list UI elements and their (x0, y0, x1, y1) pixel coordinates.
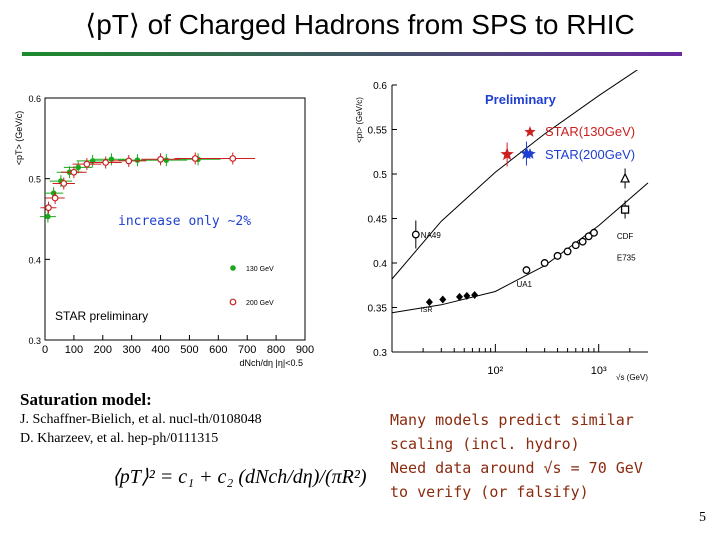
reference-2: D. Kharzeev, et al. hep-ph/0111315 (20, 431, 219, 446)
y-axis-label: <pT> (GeV/c) (14, 111, 24, 166)
data-point-ua1 (584, 232, 593, 241)
data-point-star-130gev- (500, 147, 514, 161)
left-chart: 0 100 200 300 400 500 600 700 800 900 0.3 0.4 0.5 0.6… (14, 94, 314, 368)
data-point-ua1 (563, 247, 572, 256)
saturation-heading: Saturation model: (20, 390, 152, 409)
x-tick-label: 200 (94, 344, 112, 356)
data-point-200gev (70, 168, 78, 176)
label-e735: E735 (617, 253, 636, 262)
y-tick-label: 0.4 (373, 259, 387, 270)
x-tick-label: 10² (487, 365, 503, 377)
data-point-na49 (411, 230, 420, 239)
models-line-2: scaling (incl. hydro) (390, 435, 580, 453)
x-tick-label: 500 (180, 344, 198, 356)
data-point-200gev (191, 155, 199, 162)
y-tick-label: 0.5 (28, 175, 41, 185)
data-point-ua1 (553, 251, 562, 260)
data-point-130gev (45, 213, 51, 220)
plot-frame (44, 97, 306, 341)
data-point-200gev (125, 157, 133, 165)
x-tick-label: 100 (65, 344, 83, 356)
data-point-isr (471, 291, 479, 300)
y-tick-label: 0.5 (373, 170, 387, 181)
legend-marker-star-130 (524, 126, 536, 137)
y-tick-label: 0.35 (368, 304, 388, 315)
x-tick-label: 300 (122, 344, 140, 356)
x-tick-label: 400 (151, 344, 169, 356)
fit-curve (391, 182, 649, 314)
data-point-isr (425, 298, 433, 307)
data-point-200gev (157, 155, 164, 163)
data-point-ua1 (590, 228, 598, 237)
x-axis-label: dNch/dη |η|<0.5 (240, 358, 303, 368)
reference-1: J. Schaffner-Bielich, et al. nucl-th/010… (20, 412, 262, 427)
data-point-200gev (229, 155, 237, 162)
y-tick-label: 0.45 (368, 215, 388, 226)
legend-marker-star-200 (524, 148, 536, 159)
data-point-130gev (134, 157, 141, 163)
models-text-block: Many models predict similar scaling (inc… (390, 408, 710, 504)
y-tick-label: 0.4 (28, 255, 41, 265)
data-point-200gev (51, 194, 59, 202)
data-point-isr (463, 291, 471, 300)
data-point-200gev (102, 159, 110, 166)
page-number: 5 (699, 510, 706, 525)
legend-marker-130gev (230, 265, 236, 271)
label-cdf: CDF (617, 232, 634, 241)
y-axis-label: <pt> (GeV/c) (355, 97, 364, 143)
x-tick-label: 900 (296, 344, 314, 356)
data-point-130gev (75, 164, 82, 171)
y-tick-label: 0.55 (368, 126, 388, 137)
annotation-increase: increase only ~2% (118, 214, 251, 229)
data-point-ua1 (540, 259, 549, 267)
data-point-ua1 (522, 266, 531, 275)
x-tick-label: 700 (238, 344, 256, 356)
models-line-3: Need data around √s = 70 GeV (390, 459, 643, 477)
slide-title: ⟨pT⟩ of Charged Hadrons from SPS to RHIC (85, 9, 635, 40)
data-point-130gev (163, 157, 170, 163)
fit-curve (391, 70, 638, 280)
data-point-ua1 (578, 237, 587, 246)
label-ua1: UA1 (516, 280, 532, 289)
label-na49: NA49 (421, 231, 442, 240)
x-tick-label: 800 (267, 344, 285, 356)
legend-label-star-130: STAR(130GeV) (545, 124, 635, 139)
y-tick-label: 0.6 (373, 81, 387, 92)
label-isr: ISR (421, 307, 433, 314)
models-line-4: to verify (or falsify) (390, 483, 589, 501)
legend-marker-200gev (229, 298, 237, 306)
data-point-200gev (45, 204, 52, 212)
data-point-200gev (60, 180, 68, 187)
y-tick-label: 0.3 (373, 348, 387, 359)
x-tick-label: 600 (209, 344, 227, 356)
legend-label-200gev: 200 GeV (246, 300, 274, 307)
x-tick-label: 0 (42, 344, 48, 356)
annotation-star-preliminary: STAR preliminary (55, 309, 148, 323)
y-tick-label: 0.6 (28, 94, 41, 104)
title-divider (22, 52, 682, 56)
right-chart: 0.3 0.35 0.4 0.45 0.5 0.55 0.6 10² 10³ √s (GeV) <p… (355, 70, 649, 382)
data-point-isr (439, 295, 447, 304)
chart-title: Preliminary (485, 92, 557, 107)
models-line-1: Many models predict similar (390, 411, 634, 429)
data-point-isr (456, 292, 464, 301)
data-point-200gev (83, 160, 91, 168)
x-axis-label: √s (GeV) (616, 373, 648, 382)
legend-label-130gev: 130 GeV (246, 266, 274, 273)
data-point-e735 (620, 172, 631, 183)
data-point-cdf (620, 205, 630, 214)
legend-label-star-200: STAR(200GeV) (545, 147, 635, 162)
x-tick-label: 10³ (591, 365, 607, 377)
y-tick-label: 0.3 (28, 336, 41, 346)
saturation-formula: ⟨pT⟩² = c₁ + c₂ (dNch/dη)/(πR²) (112, 466, 367, 488)
data-point-ua1 (571, 241, 580, 250)
